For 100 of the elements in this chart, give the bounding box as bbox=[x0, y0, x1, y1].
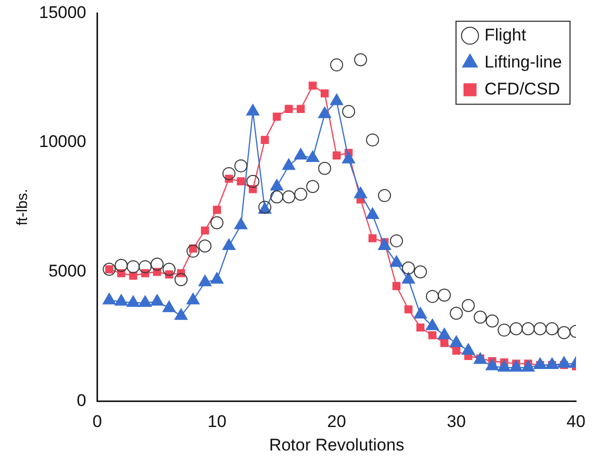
point bbox=[272, 112, 281, 121]
point bbox=[222, 167, 236, 180]
point bbox=[522, 322, 535, 336]
point bbox=[414, 307, 427, 319]
point bbox=[426, 318, 439, 330]
point bbox=[234, 159, 248, 172]
point bbox=[498, 360, 511, 372]
point bbox=[557, 356, 571, 368]
point bbox=[306, 150, 320, 162]
point bbox=[126, 260, 140, 274]
point bbox=[342, 104, 356, 118]
point bbox=[222, 238, 236, 250]
point bbox=[236, 177, 245, 186]
point bbox=[138, 295, 152, 307]
point bbox=[102, 292, 116, 304]
point bbox=[498, 324, 511, 337]
point bbox=[234, 218, 248, 230]
point bbox=[162, 300, 176, 312]
point bbox=[200, 226, 210, 235]
x-tick-label: 40 bbox=[566, 412, 586, 432]
point bbox=[296, 104, 305, 113]
point bbox=[210, 216, 224, 230]
point bbox=[174, 308, 188, 320]
point bbox=[450, 336, 463, 347]
point bbox=[212, 206, 221, 214]
point bbox=[416, 323, 424, 332]
point bbox=[318, 162, 332, 175]
point bbox=[126, 295, 140, 307]
point bbox=[306, 180, 320, 194]
point bbox=[378, 238, 392, 250]
point bbox=[462, 343, 475, 355]
point bbox=[294, 188, 308, 201]
point bbox=[198, 240, 212, 252]
point bbox=[210, 272, 224, 284]
point bbox=[390, 255, 404, 267]
point bbox=[450, 306, 463, 320]
point bbox=[308, 82, 317, 90]
point bbox=[486, 314, 499, 328]
point bbox=[474, 310, 487, 324]
point bbox=[162, 262, 176, 276]
point bbox=[198, 274, 212, 286]
point bbox=[438, 328, 451, 340]
x-tick-label: 20 bbox=[327, 412, 346, 432]
point bbox=[486, 358, 499, 370]
y-tick-label: 15000 bbox=[38, 2, 86, 22]
point bbox=[102, 262, 116, 276]
point bbox=[462, 298, 475, 312]
point bbox=[114, 294, 128, 306]
point bbox=[354, 53, 368, 66]
legend-label: Flight bbox=[484, 25, 526, 44]
y-tick-label: 10000 bbox=[38, 132, 86, 152]
point bbox=[150, 294, 164, 306]
point bbox=[546, 322, 559, 336]
point bbox=[522, 360, 535, 372]
point bbox=[246, 174, 260, 188]
y-axis-title: ft-lbs. bbox=[14, 188, 32, 226]
point bbox=[114, 258, 128, 272]
point bbox=[270, 179, 284, 191]
point bbox=[414, 265, 427, 278]
y-tick-label: 5000 bbox=[48, 262, 86, 281]
point bbox=[320, 89, 329, 98]
point bbox=[474, 352, 487, 364]
point bbox=[510, 360, 523, 372]
point bbox=[270, 190, 284, 204]
legend-label: Lifting-line bbox=[484, 52, 562, 72]
point bbox=[186, 244, 200, 258]
point bbox=[426, 290, 439, 303]
x-axis-title: Rotor Revolutions bbox=[269, 435, 404, 454]
point bbox=[260, 136, 269, 144]
point bbox=[378, 189, 392, 202]
point bbox=[354, 186, 368, 198]
x-tick-label: 30 bbox=[446, 412, 466, 432]
point bbox=[438, 288, 451, 302]
point bbox=[186, 292, 200, 304]
y-tick-label: 0 bbox=[76, 390, 86, 410]
point bbox=[546, 357, 559, 369]
point bbox=[138, 260, 152, 274]
legend-label: CFD/CSD bbox=[484, 79, 560, 98]
point bbox=[510, 322, 523, 336]
point bbox=[402, 272, 416, 284]
x-tick-label: 0 bbox=[92, 412, 102, 432]
x-tick-label: 10 bbox=[207, 412, 226, 432]
point bbox=[534, 322, 547, 336]
point bbox=[282, 190, 296, 204]
point bbox=[330, 58, 344, 72]
point bbox=[150, 258, 164, 271]
point bbox=[534, 357, 547, 369]
point bbox=[452, 346, 460, 355]
point bbox=[402, 261, 415, 274]
point bbox=[428, 331, 436, 340]
point bbox=[392, 282, 401, 290]
point bbox=[368, 234, 377, 242]
point bbox=[332, 151, 341, 160]
point bbox=[404, 305, 412, 314]
point bbox=[174, 273, 188, 286]
point bbox=[558, 326, 571, 340]
point bbox=[284, 104, 293, 113]
point bbox=[366, 133, 380, 146]
point bbox=[390, 234, 403, 248]
point bbox=[440, 338, 448, 348]
